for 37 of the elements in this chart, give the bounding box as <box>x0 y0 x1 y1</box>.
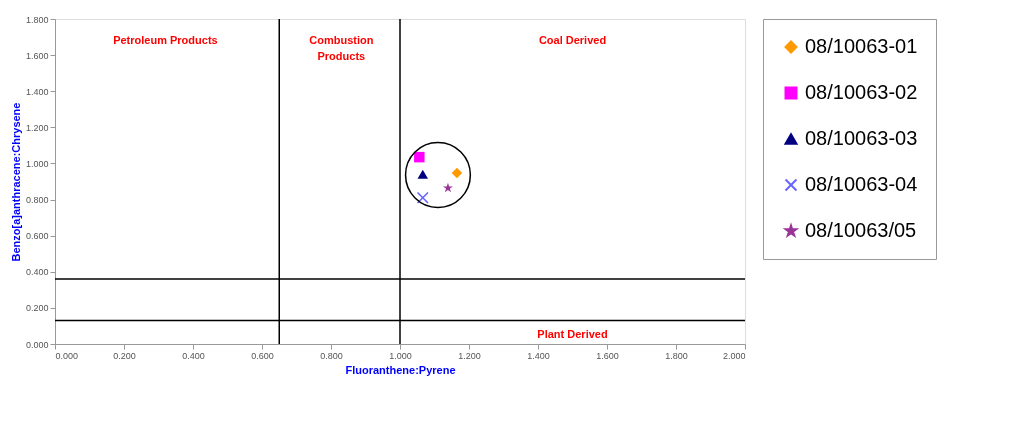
legend-label: 08/10063-04 <box>805 173 918 195</box>
legend-label: 08/10063-02 <box>805 81 918 103</box>
annotation: Plant Derived <box>537 328 608 341</box>
x-axis-title: Fluoranthene:Pyrene <box>345 363 456 376</box>
x-tick-label: 0.400 <box>182 350 205 361</box>
legend-label: 08/10063-01 <box>805 35 918 57</box>
x-tick-label: 1.600 <box>596 350 619 361</box>
y-tick-label: 0.800 <box>25 195 49 206</box>
y-axis-title: Benzo[a]anthracene:Chrysene <box>9 102 22 262</box>
x-tick-label: 0.800 <box>320 350 343 361</box>
x-tick-label: 1.000 <box>389 350 412 361</box>
y-tick-label: 0.000 <box>25 339 49 350</box>
y-tick-label: 1.400 <box>25 86 49 97</box>
legend-label: 08/10063/05 <box>805 219 917 241</box>
point <box>414 151 425 163</box>
point <box>442 182 453 193</box>
legend-label: 08/10063-03 <box>805 127 918 149</box>
y-tick-label: 0.600 <box>25 231 49 242</box>
y-tick-label: 1.200 <box>25 122 49 133</box>
point <box>416 191 429 204</box>
y-tick-label: 1.600 <box>25 50 49 61</box>
point <box>417 169 429 179</box>
annotation: Combustion Products <box>309 34 374 63</box>
y-tick-label: 0.200 <box>25 303 49 314</box>
x-tick-label: 2.000 <box>722 350 746 361</box>
x-tick-label: 1.800 <box>665 350 688 361</box>
x-tick-label: 1.200 <box>458 350 481 361</box>
x-tick-label: 0.000 <box>55 350 79 361</box>
x-tick-label: 0.200 <box>113 350 136 361</box>
annotation: Coal Derived <box>538 34 607 47</box>
x-tick-label: 1.400 <box>527 350 550 361</box>
x-tick-label: 0.600 <box>251 350 274 361</box>
point <box>451 167 463 179</box>
y-tick-label: 1.800 <box>25 14 49 25</box>
annotation: Petroleum Products <box>113 34 218 47</box>
y-tick-label: 1.000 <box>25 158 49 169</box>
y-tick-label: 0.400 <box>25 267 49 278</box>
